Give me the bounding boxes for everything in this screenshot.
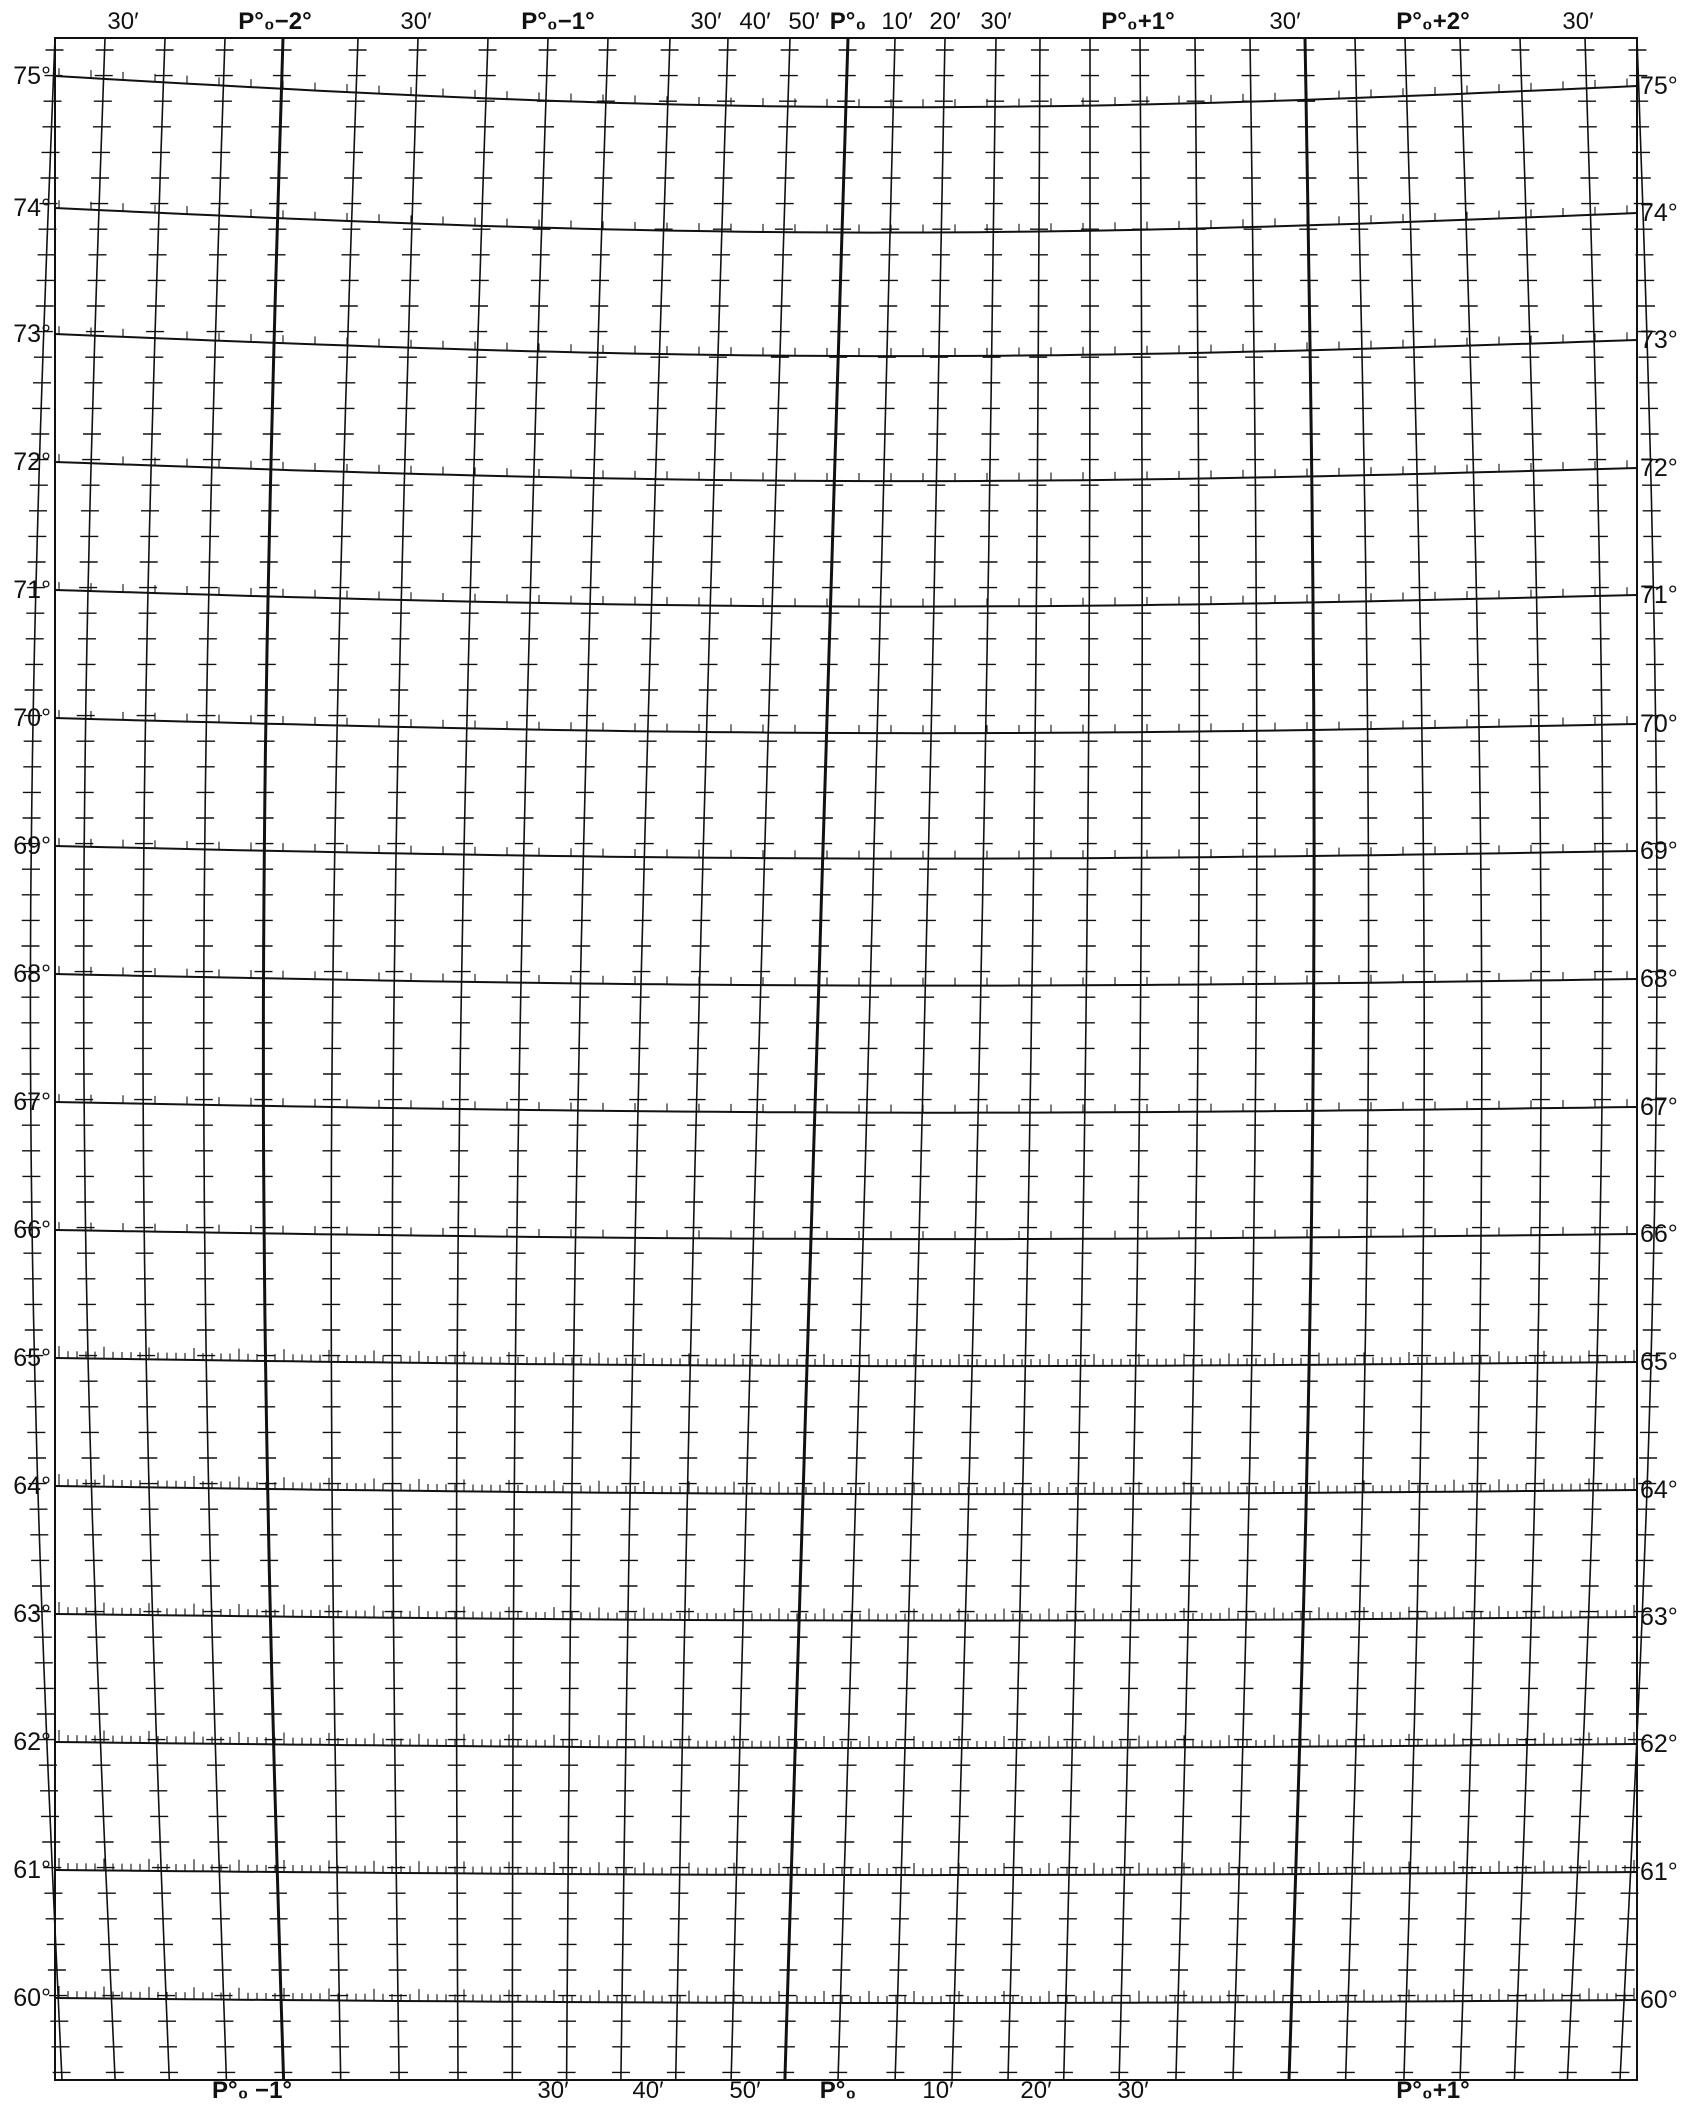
lat-label-right-70: 70° (1640, 710, 1678, 738)
top-label-30-e: 30′ (1269, 8, 1301, 35)
top-label-20: 20′ (929, 8, 961, 35)
lat-label-right-72: 72° (1640, 454, 1678, 482)
top-label-30-a: 30′ (107, 8, 139, 35)
lat-label-right-66: 66° (1640, 1220, 1678, 1248)
lat-label-right-63: 63° (1640, 1603, 1678, 1631)
lat-label-left-67: 67° (13, 1088, 51, 1116)
bottom-meridian-labels: P°₀ −1° 30′ 40′ 50′ P°₀ 10′ 20′ 30′ P°₀+… (212, 2077, 1470, 2104)
lat-label-left-68: 68° (13, 960, 51, 988)
top-label-40: 40′ (739, 8, 771, 35)
lat-label-right-65: 65° (1640, 1348, 1678, 1376)
meridian-hatch-marks (21, 49, 1666, 2074)
bottom-label-10: 10′ (922, 2077, 954, 2104)
top-label-p0-plus-1: P°₀+1° (1101, 8, 1174, 35)
lat-label-left-63: 63° (13, 1600, 51, 1628)
top-label-10: 10′ (881, 8, 913, 35)
parallel-line (54, 589, 1638, 608)
lat-label-right-71: 71° (1640, 581, 1678, 609)
top-label-p0: P°₀ (830, 8, 866, 35)
bottom-label-p0-minus-1: P°₀ −1° (212, 2077, 292, 2104)
map-frame (54, 37, 1638, 2081)
lat-label-left-71: 71° (13, 576, 51, 604)
parallel-line (54, 1229, 1638, 1241)
lat-label-right-73: 73° (1640, 326, 1678, 354)
lat-label-left-70: 70° (13, 704, 51, 732)
top-label-30-d: 30′ (980, 8, 1012, 35)
right-latitude-labels: 75° 74° 73° 72° 71° 70° 69° 68° 67° 66° … (1640, 72, 1678, 2014)
bottom-label-20: 20′ (1020, 2077, 1052, 2104)
lat-label-left-75: 75° (13, 62, 51, 90)
parallel-line (54, 75, 1638, 109)
bottom-label-30-a: 30′ (537, 2077, 569, 2104)
lat-label-right-69: 69° (1640, 837, 1678, 865)
lat-label-left-74: 74° (13, 194, 51, 222)
lat-label-left-65: 65° (13, 1344, 51, 1372)
lat-label-right-74: 74° (1640, 199, 1678, 227)
top-label-p0-minus-2: P°₀−2° (238, 8, 311, 35)
top-meridian-labels: 30′ P°₀−2° 30′ P°₀−1° 30′ 40′ 50′ P°₀ 10… (107, 8, 1594, 35)
top-label-p0-plus-2: P°₀+2° (1396, 8, 1469, 35)
parallel-line (54, 1101, 1638, 1114)
lat-label-right-60: 60° (1640, 1986, 1678, 2014)
lat-label-left-66: 66° (13, 1216, 51, 1244)
top-label-30-b: 30′ (400, 8, 432, 35)
lat-label-left-62: 62° (13, 1728, 51, 1756)
lat-label-right-62: 62° (1640, 1730, 1678, 1758)
top-label-30-f: 30′ (1562, 8, 1594, 35)
top-label-p0-minus-1: P°₀−1° (521, 8, 594, 35)
lat-label-right-64: 64° (1640, 1476, 1678, 1504)
bottom-label-p0: P°₀ (820, 2077, 856, 2104)
bottom-label-30-b: 30′ (1117, 2077, 1149, 2104)
lat-label-left-61: 61° (13, 1856, 51, 1884)
top-label-30-c: 30′ (690, 8, 722, 35)
parallel-line (54, 461, 1638, 483)
parallel-line (54, 717, 1638, 735)
parallel-line (54, 207, 1638, 234)
left-latitude-labels: 75° 74° 73° 72° 71° 70° 69° 68° 67° 66° … (13, 62, 51, 2012)
parallel-line (54, 973, 1638, 987)
top-label-50: 50′ (788, 8, 820, 35)
bottom-label-40: 40′ (632, 2077, 664, 2104)
lat-label-right-68: 68° (1640, 965, 1678, 993)
lat-label-left-73: 73° (13, 320, 51, 348)
lat-label-left-72: 72° (13, 448, 51, 476)
parallel-line (54, 845, 1638, 860)
lat-label-left-69: 69° (13, 832, 51, 860)
bottom-label-p0-plus-1: P°₀+1° (1396, 2077, 1469, 2104)
parallel-line (54, 333, 1638, 358)
lat-label-left-60: 60° (13, 1984, 51, 2012)
lat-label-right-67: 67° (1640, 1093, 1678, 1121)
lat-label-right-61: 61° (1640, 1858, 1678, 1886)
lat-label-right-75: 75° (1640, 72, 1678, 100)
lat-label-left-64: 64° (13, 1472, 51, 1500)
bottom-label-50: 50′ (729, 2077, 761, 2104)
